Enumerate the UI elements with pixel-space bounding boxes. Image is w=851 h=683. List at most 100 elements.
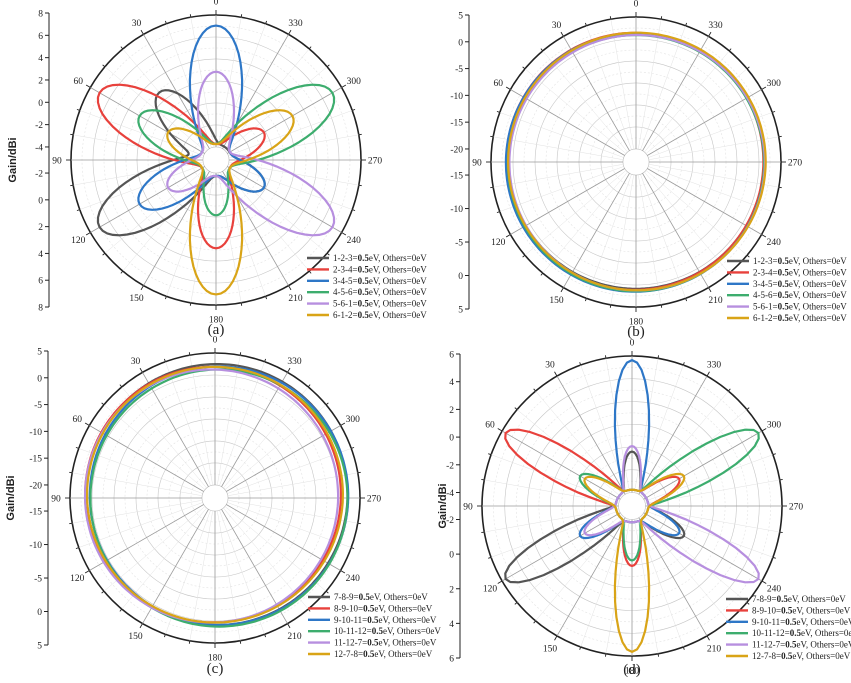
axis-tick-label: -15 (29, 508, 42, 518)
axis-tick-label: -5 (34, 401, 42, 411)
series-line (504, 428, 681, 567)
axis-tick-label: 8 (38, 10, 43, 20)
ring-tick (554, 371, 558, 377)
ring-tick (341, 232, 347, 236)
grid-spoke (72, 500, 203, 524)
grid-spoke (493, 164, 624, 188)
grid-spoke (647, 168, 762, 235)
ring-tick (307, 384, 311, 388)
axis-tick-label: 0 (449, 434, 454, 444)
angle-label: 150 (543, 645, 558, 655)
grid-spoke (642, 36, 709, 151)
grid-spoke (563, 173, 630, 288)
grid-spoke (227, 166, 342, 233)
ring-tick (682, 646, 685, 650)
grid-spoke (644, 454, 774, 502)
angle-label: 210 (707, 645, 722, 655)
ring-tick (84, 570, 90, 574)
axis-tick-label: -5 (455, 239, 463, 249)
ring-tick (514, 407, 518, 410)
ring-tick (120, 46, 124, 50)
legend-label: 8-9-10=0.5eV, Others=0eV (334, 603, 433, 613)
ring-tick (265, 296, 268, 300)
grid-spoke (642, 173, 709, 288)
grid-spoke (190, 172, 214, 303)
grid-spoke (586, 25, 632, 150)
angle-label: 150 (549, 296, 564, 306)
series-line (96, 83, 266, 250)
ring-tick (308, 270, 312, 274)
legend-label: 10-11-12=0.5eV, Others=0eV (334, 626, 441, 636)
grid-spoke (634, 358, 659, 493)
grid-spoke (499, 112, 624, 158)
grid-spoke (510, 168, 625, 235)
inner-ring (202, 146, 230, 174)
ring-tick (140, 29, 144, 35)
axis-tick-label: -2 (446, 461, 454, 471)
grid-spoke (89, 504, 204, 571)
axis-tick-label: -20 (29, 481, 42, 491)
ring-tick (609, 16, 612, 20)
grid-spoke (640, 174, 686, 299)
ring-tick (728, 388, 731, 392)
grid-spoke (89, 425, 204, 492)
ring-tick (240, 14, 243, 18)
panel-label: (b) (627, 324, 645, 340)
angle-label: 90 (472, 159, 482, 169)
ring-tick (358, 133, 362, 136)
grid-spoke (218, 17, 242, 148)
axis-tick-label: 8 (38, 304, 43, 314)
grid-spoke (542, 171, 628, 274)
ring-tick (119, 384, 123, 388)
ring-tick (778, 135, 782, 138)
series-line (166, 70, 336, 237)
ring-tick (779, 478, 783, 481)
axis-tick-label: 4 (38, 54, 43, 64)
axis-tick-label: 0 (38, 196, 43, 206)
legend-label: 3-4-5=0.5eV, Others=0eV (333, 276, 427, 286)
ring-tick (352, 108, 356, 111)
grid-spoke (524, 170, 627, 256)
ring-tick (481, 478, 485, 481)
axis-tick-label: -5 (455, 65, 463, 75)
grid-spoke (227, 87, 342, 154)
angle-label: 30 (552, 21, 562, 31)
grid-spoke (640, 25, 686, 150)
ring-tick (488, 556, 492, 559)
grid-spoke (79, 164, 204, 210)
axis-tick-label: 2 (38, 76, 43, 86)
ring-tick (772, 110, 776, 113)
panel-label: (d) (623, 662, 641, 678)
grid-spoke (605, 519, 630, 654)
angle-label: 300 (346, 415, 361, 425)
angle-label: 240 (767, 585, 782, 595)
angle-label: 270 (789, 503, 804, 513)
ring-tick (505, 234, 511, 238)
grid-spoke (642, 514, 748, 603)
legend-label: 1-2-3=0.5eV, Others=0eV (753, 256, 847, 266)
ring-tick (240, 302, 243, 306)
legend-label: 12-7-8=0.5eV, Others=0eV (752, 651, 851, 661)
ring-tick (326, 252, 330, 256)
grid-spoke (610, 174, 634, 305)
angle-label: 300 (347, 77, 362, 87)
ring-tick (522, 254, 526, 258)
axis-tick-label: -2 (35, 121, 43, 131)
ring-tick (772, 453, 776, 456)
ring-tick (325, 590, 329, 594)
ring-tick (708, 287, 712, 293)
angle-label: 300 (767, 421, 782, 431)
ring-tick (533, 388, 536, 392)
grid-spoke (222, 34, 289, 149)
grid-spoke (510, 89, 625, 156)
series-line (86, 365, 344, 624)
axis-tick-label: -20 (450, 145, 463, 155)
ring-tick (490, 135, 494, 138)
grid-spoke (189, 510, 213, 641)
axis-tick-label: -10 (450, 92, 463, 102)
angle-label: 60 (73, 415, 83, 425)
angle-label: 30 (132, 19, 142, 29)
ring-tick (660, 304, 663, 308)
